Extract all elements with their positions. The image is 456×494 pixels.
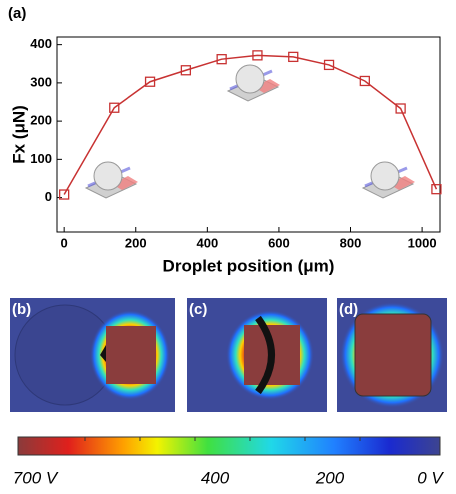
field-panel-c xyxy=(187,298,327,412)
colorbar-label: 200 xyxy=(315,468,345,487)
colorbar-label: 400 xyxy=(201,468,230,487)
data-marker xyxy=(288,51,299,63)
field-panel-label: (b) xyxy=(12,301,31,318)
inset-electrode xyxy=(112,176,138,190)
colorbar-label: 0 V xyxy=(417,468,444,487)
x-tick-label: 600 xyxy=(268,235,290,250)
data-marker xyxy=(216,54,227,65)
y-tick-label: 0 xyxy=(45,189,52,204)
y-tick-label: 300 xyxy=(30,74,52,89)
panel-label: (a) xyxy=(8,5,26,22)
data-marker xyxy=(323,59,335,71)
data-marker xyxy=(431,184,442,195)
data-marker xyxy=(144,76,156,87)
x-tick-label: 200 xyxy=(125,235,147,250)
field-panel-label: (c) xyxy=(189,301,207,318)
y-tick-label: 400 xyxy=(30,36,52,51)
data-line xyxy=(63,54,438,195)
data-marker xyxy=(180,65,192,76)
data-marker xyxy=(359,75,370,87)
data-marker xyxy=(252,50,263,61)
field-panel-b xyxy=(10,298,175,412)
y-axis-label: Fx (μN) xyxy=(9,105,28,164)
inset-droplet xyxy=(235,64,265,94)
x-tick-label: 400 xyxy=(196,235,218,250)
x-tick-label: 0 xyxy=(61,235,68,250)
colorbar xyxy=(17,436,441,456)
inset-droplet xyxy=(93,161,123,191)
data-marker xyxy=(109,102,120,113)
field-panel-d xyxy=(337,298,447,412)
colorbar-label: 700 V xyxy=(13,468,59,487)
data-marker xyxy=(59,189,70,200)
plot-frame xyxy=(56,36,441,233)
inset-electrode xyxy=(254,79,280,93)
field-panel-label: (d) xyxy=(339,301,358,318)
y-tick-label: 200 xyxy=(30,113,52,128)
x-tick-label: 1000 xyxy=(408,235,437,250)
data-marker xyxy=(395,103,406,114)
x-axis-label: Droplet position (μm) xyxy=(163,256,335,275)
inset-droplet xyxy=(370,161,400,191)
inset-electrode xyxy=(389,176,415,190)
y-tick-label: 100 xyxy=(30,151,52,166)
x-tick-label: 800 xyxy=(340,235,362,250)
